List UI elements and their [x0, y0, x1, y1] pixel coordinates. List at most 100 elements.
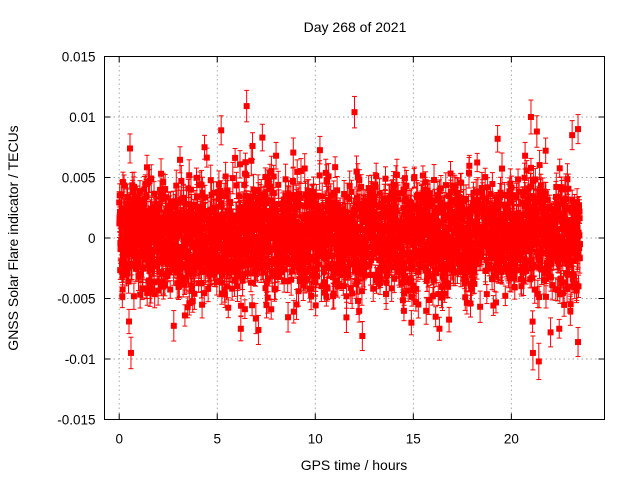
- data-marker: [237, 161, 244, 168]
- data-marker: [201, 290, 208, 297]
- data-marker: [182, 261, 189, 268]
- data-marker: [167, 286, 174, 293]
- data-marker: [228, 225, 235, 232]
- data-marker: [177, 258, 184, 265]
- data-marker: [223, 193, 230, 200]
- data-marker: [198, 181, 205, 188]
- data-marker: [158, 170, 165, 177]
- data-point: [249, 294, 256, 317]
- data-marker: [150, 262, 157, 269]
- data-point: [248, 145, 255, 177]
- data-marker: [125, 247, 132, 254]
- data-marker: [268, 306, 275, 313]
- data-marker: [137, 291, 144, 298]
- data-marker: [205, 236, 212, 243]
- data-marker: [121, 182, 128, 189]
- data-marker: [224, 187, 231, 194]
- data-marker: [158, 196, 165, 203]
- data-marker: [156, 278, 163, 285]
- data-marker: [172, 203, 179, 210]
- data-point: [119, 278, 126, 301]
- data-marker: [153, 201, 160, 208]
- data-marker: [134, 194, 141, 201]
- data-marker: [217, 268, 224, 275]
- data-marker: [215, 219, 222, 226]
- data-marker: [206, 248, 213, 255]
- data-marker: [147, 289, 154, 296]
- data-marker: [146, 248, 153, 255]
- chart-title: Day 268 of 2021: [304, 19, 407, 35]
- data-marker: [219, 279, 226, 286]
- data-marker: [248, 157, 255, 164]
- data-marker: [243, 172, 250, 179]
- data-marker: [155, 287, 162, 294]
- data-marker: [215, 181, 222, 188]
- data-marker: [147, 285, 154, 292]
- data-marker: [122, 210, 129, 217]
- data-marker: [184, 304, 191, 311]
- data-marker: [149, 267, 156, 274]
- data-marker: [161, 282, 168, 289]
- data-marker: [217, 240, 224, 247]
- data-marker: [119, 179, 126, 186]
- data-marker: [191, 267, 198, 274]
- data-marker: [223, 251, 230, 258]
- data-marker: [165, 250, 172, 257]
- data-point: [225, 297, 232, 319]
- data-marker: [177, 273, 184, 280]
- data-marker: [226, 241, 233, 248]
- data-marker: [160, 278, 167, 285]
- data-marker: [221, 291, 228, 298]
- data-marker: [130, 250, 137, 257]
- data-marker: [202, 194, 209, 201]
- data-marker: [223, 283, 230, 290]
- data-marker: [147, 254, 154, 261]
- data-marker: [161, 230, 168, 237]
- data-marker: [136, 187, 143, 194]
- data-marker: [218, 290, 225, 297]
- data-point: [125, 269, 132, 294]
- data-marker: [130, 293, 137, 300]
- data-marker: [220, 211, 227, 218]
- data-marker: [225, 304, 232, 311]
- data-marker: [230, 217, 237, 224]
- data-point: [170, 310, 177, 342]
- data-point: [237, 295, 244, 317]
- data-marker: [157, 193, 164, 200]
- data-marker: [189, 282, 196, 289]
- data-marker: [211, 205, 218, 212]
- data-marker: [155, 227, 162, 234]
- data-marker: [241, 306, 248, 313]
- data-marker: [205, 285, 212, 292]
- data-marker: [223, 234, 230, 241]
- data-marker: [186, 172, 193, 179]
- data-marker: [198, 280, 205, 287]
- data-marker: [186, 300, 193, 307]
- data-marker: [176, 279, 183, 286]
- data-marker: [140, 250, 147, 257]
- data-marker: [229, 285, 236, 292]
- data-marker: [124, 264, 131, 271]
- data-marker: [227, 198, 234, 205]
- data-point: [167, 280, 174, 299]
- data-marker: [222, 240, 229, 247]
- data-marker: [141, 213, 148, 220]
- data-point: [237, 316, 244, 342]
- data-marker: [184, 267, 191, 274]
- data-marker: [237, 325, 244, 332]
- data-point: [130, 282, 137, 310]
- data-marker: [118, 191, 125, 198]
- data-marker: [206, 265, 213, 272]
- data-marker: [222, 173, 229, 180]
- data-marker: [275, 181, 282, 188]
- data-marker: [173, 182, 180, 189]
- data-marker: [183, 276, 190, 283]
- data-marker: [193, 174, 200, 181]
- data-marker: [139, 285, 146, 292]
- data-marker: [223, 265, 230, 272]
- data-marker: [210, 189, 217, 196]
- data-point: [201, 282, 208, 305]
- data-marker: [143, 164, 150, 171]
- data-marker: [119, 272, 126, 279]
- data-marker: [119, 286, 126, 293]
